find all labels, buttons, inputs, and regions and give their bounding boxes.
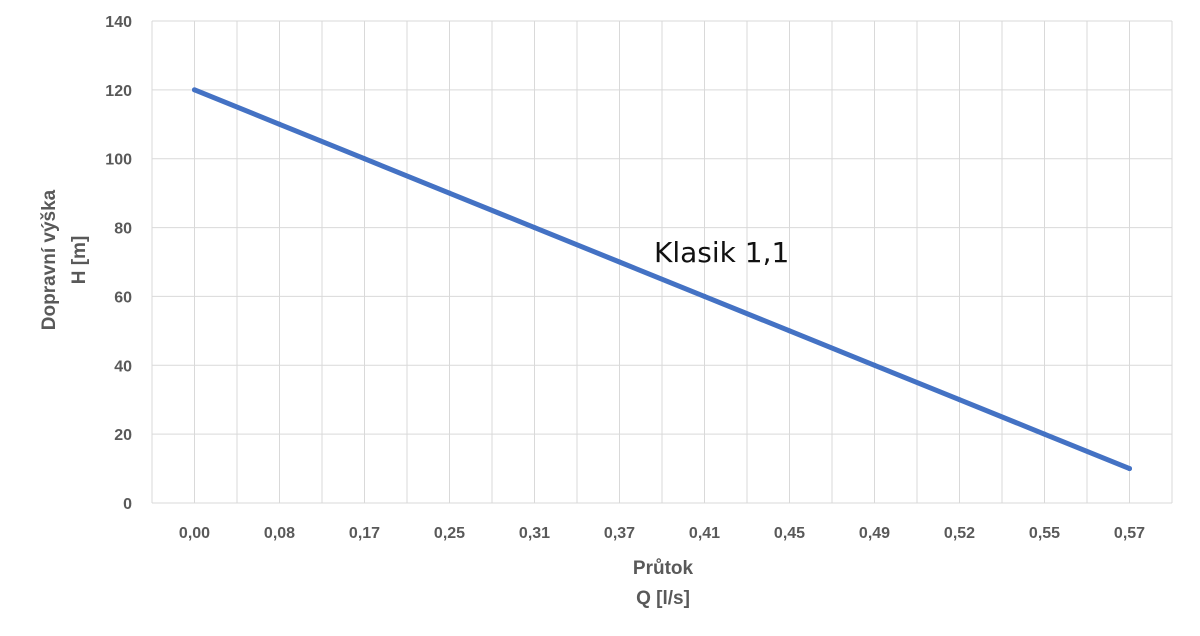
data-point: [1042, 431, 1047, 437]
data-point: [872, 362, 877, 368]
y-axis-title-line2: H [m]: [69, 236, 90, 285]
y-axis-title: Dopravní výška H [m]: [39, 189, 90, 330]
y-tick-label: 40: [114, 358, 132, 375]
x-tick-label: 0,08: [264, 525, 295, 542]
x-tick-label: 0,37: [604, 525, 635, 542]
y-tick-label: 0: [123, 496, 132, 513]
data-point: [192, 87, 197, 93]
data-point: [532, 225, 537, 231]
x-tick-label: 0,31: [519, 525, 550, 542]
x-tick-label: 0,17: [349, 525, 380, 542]
y-tick-label: 80: [114, 221, 132, 238]
y-tick-label: 20: [114, 427, 132, 444]
series-label: Klasik 1,1: [654, 236, 789, 269]
y-tick-label: 100: [105, 152, 132, 169]
data-point: [362, 156, 367, 162]
data-point: [277, 121, 282, 127]
y-tick-label: 60: [114, 289, 132, 306]
x-tick-label: 0,00: [179, 525, 210, 542]
data-point: [1127, 466, 1132, 472]
x-tick-label: 0,57: [1114, 525, 1145, 542]
x-tick-label: 0,49: [859, 525, 890, 542]
horizontal-gridlines: [152, 20, 1172, 504]
x-tick-label: 0,45: [774, 525, 805, 542]
x-axis-title-line1: Průtok: [633, 558, 694, 579]
x-tick-label: 0,55: [1029, 525, 1060, 542]
x-tick-label: 0,41: [689, 525, 720, 542]
x-axis-ticks: 0,00 0,08 0,17 0,25 0,31 0,37 0,41 0,45 0,49 0,52…: [179, 525, 1145, 542]
series-layer: [192, 87, 1132, 472]
data-point: [447, 190, 452, 196]
y-axis-title-line1: Dopravní výška: [39, 189, 60, 330]
x-tick-label: 0,52: [944, 525, 975, 542]
series-line: [192, 87, 1132, 472]
y-axis-ticks: 0 20 40 60 80 100 120 140: [105, 14, 132, 513]
x-tick-label: 0,25: [434, 525, 465, 542]
data-point: [702, 293, 707, 299]
y-tick-label: 140: [105, 14, 132, 31]
x-axis-title-line2: Q [l/s]: [636, 588, 690, 609]
data-point: [957, 397, 962, 403]
vertical-gridlines: [151, 21, 1173, 503]
data-point: [787, 328, 792, 334]
y-tick-label: 120: [105, 83, 132, 100]
data-point: [617, 259, 622, 265]
